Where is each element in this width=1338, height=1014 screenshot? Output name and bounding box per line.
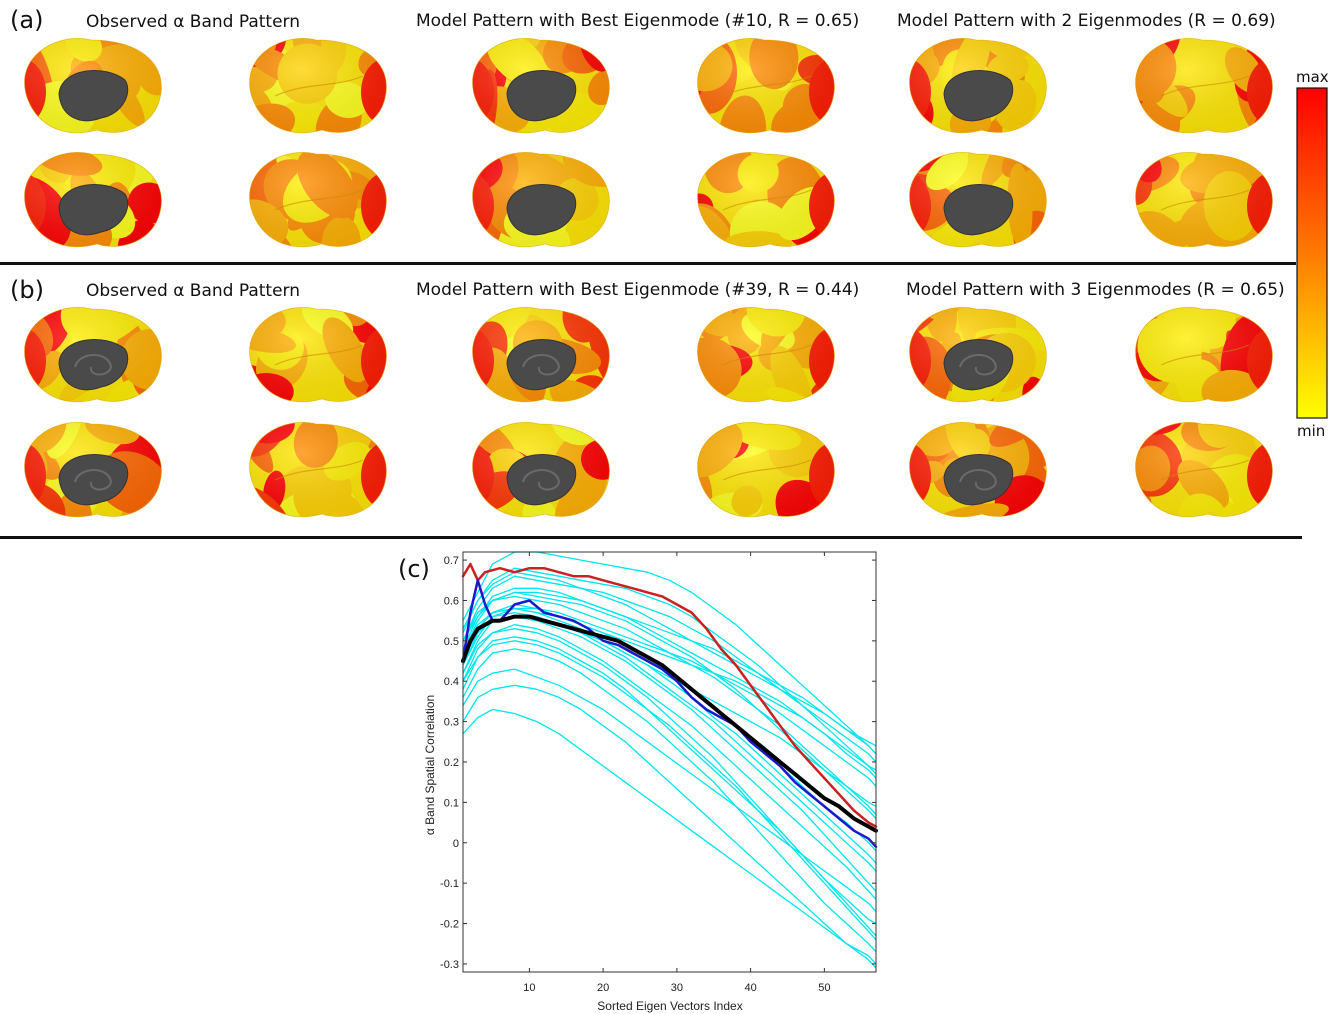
brain-15: [472, 307, 610, 403]
y-axis-label: α Band Spatial Correlation: [423, 695, 437, 835]
brain-renderings: [24, 38, 1328, 518]
y-tick-label: 0.1: [444, 797, 459, 809]
subject-line-10: [462, 607, 877, 771]
y-tick-label: -0.3: [440, 959, 459, 971]
brain-24: [1135, 422, 1273, 518]
y-tick-label: 0.4: [444, 676, 459, 688]
brain-9: [472, 152, 610, 248]
subject-line-22: [462, 708, 877, 965]
subject-line-13: [462, 624, 877, 900]
subject-line-19: [462, 591, 877, 755]
subject-line-20: [462, 607, 877, 787]
panel-b-title-best-eigenmode: Model Pattern with Best Eigenmode (#39, …: [416, 280, 860, 300]
panel-a-letter: (a): [10, 6, 44, 34]
subject-line-3: [462, 575, 877, 763]
y-tick-label: 0: [453, 838, 459, 850]
brain-3: [472, 38, 610, 134]
brain-18: [1135, 307, 1273, 403]
y-tick-label: 0.2: [444, 757, 459, 769]
colorbar: [1296, 87, 1328, 419]
divider-b-c: [0, 536, 1302, 539]
x-tick-label: 10: [523, 982, 535, 994]
subject-line-1: [462, 551, 877, 755]
red-best-line: [461, 562, 878, 828]
panel-a-title-two-eigenmodes: Model Pattern with 2 Eigenmodes (R = 0.6…: [897, 11, 1276, 31]
brain-5: [909, 38, 1047, 134]
x-tick-label: 20: [597, 982, 609, 994]
brain-7: [24, 152, 162, 248]
brain-14: [249, 307, 387, 403]
brain-13: [24, 307, 162, 403]
x-tick-label: 40: [745, 982, 757, 994]
subject-line-15: [462, 636, 877, 937]
blue-line: [461, 579, 878, 849]
mean-line: [461, 614, 878, 833]
colorbar-max-label: max: [1296, 68, 1329, 86]
brain-2: [249, 38, 387, 134]
panel-a-title-best-eigenmode: Model Pattern with Best Eigenmode (#10, …: [416, 11, 860, 31]
panel-b-letter: (b): [10, 276, 44, 304]
y-tick-label: -0.2: [440, 919, 459, 931]
subject-line-8: [462, 603, 877, 852]
subject-line-11: [462, 615, 877, 872]
y-tick-label: 0.7: [444, 555, 459, 567]
subject-line-14: [462, 628, 877, 925]
brain-16: [697, 307, 835, 403]
subject-line-5: [462, 587, 877, 779]
brain-6: [1135, 38, 1273, 134]
subject-line-6: [462, 591, 877, 819]
y-tick-label: 0.6: [444, 595, 459, 607]
panel-a-title-observed: Observed α Band Pattern: [86, 12, 301, 32]
subject-line-12: [462, 615, 877, 892]
y-tick-label: 0.5: [444, 636, 459, 648]
subject-line-4: [462, 571, 877, 747]
subject-line-16: [462, 640, 877, 941]
plot-frame: [462, 551, 877, 973]
brain-1: [24, 38, 162, 134]
brain-21: [472, 422, 610, 518]
divider-a-b: [0, 262, 1296, 265]
colorbar-min-label: min: [1297, 422, 1326, 440]
subject-line-9: [462, 607, 877, 864]
subject-line-17: [462, 648, 877, 953]
subject-line-7: [462, 595, 877, 815]
y-tick-label: 0.3: [444, 717, 459, 729]
brain-19: [24, 422, 162, 518]
subject-line-18: [462, 611, 877, 807]
panel-b-title-three-eigenmodes: Model Pattern with 3 Eigenmodes (R = 0.6…: [906, 280, 1285, 300]
subject-line-2: [462, 567, 877, 775]
panel-c-letter: (c): [398, 555, 430, 583]
x-tick-label: 50: [818, 982, 830, 994]
x-tick-label: 30: [671, 982, 683, 994]
brain-17: [909, 307, 1047, 403]
brain-8: [249, 152, 387, 248]
brain-10: [697, 152, 835, 248]
y-tick-label: -0.1: [440, 878, 459, 890]
brain-12: [1135, 152, 1273, 248]
panel-b-title-observed: Observed α Band Pattern: [86, 281, 301, 301]
brain-11: [909, 152, 1047, 248]
x-axis-label: Sorted Eigen Vectors Index: [597, 999, 742, 1013]
subject-line-21: [462, 684, 877, 969]
brain-4: [697, 38, 835, 134]
subject-line-23: [462, 668, 877, 912]
